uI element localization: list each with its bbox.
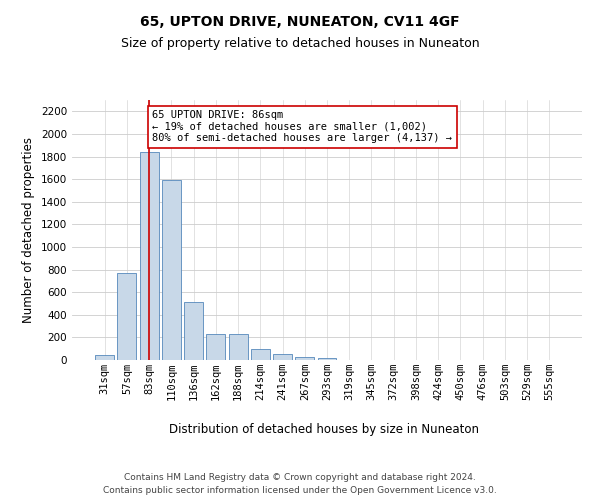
- Text: Contains public sector information licensed under the Open Government Licence v3: Contains public sector information licen…: [103, 486, 497, 495]
- Bar: [140, 152, 158, 360]
- Text: 65, UPTON DRIVE, NUNEATON, CV11 4GF: 65, UPTON DRIVE, NUNEATON, CV11 4GF: [140, 15, 460, 29]
- Bar: [317, 358, 337, 360]
- Bar: [95, 356, 114, 360]
- Text: Distribution of detached houses by size in Nuneaton: Distribution of detached houses by size …: [169, 422, 479, 436]
- Bar: [184, 302, 203, 360]
- Y-axis label: Number of detached properties: Number of detached properties: [22, 137, 35, 323]
- Bar: [251, 348, 270, 360]
- Text: 65 UPTON DRIVE: 86sqm
← 19% of detached houses are smaller (1,002)
80% of semi-d: 65 UPTON DRIVE: 86sqm ← 19% of detached …: [152, 110, 452, 144]
- Text: Size of property relative to detached houses in Nuneaton: Size of property relative to detached ho…: [121, 38, 479, 51]
- Bar: [229, 334, 248, 360]
- Text: Contains HM Land Registry data © Crown copyright and database right 2024.: Contains HM Land Registry data © Crown c…: [124, 472, 476, 482]
- Bar: [162, 180, 181, 360]
- Bar: [295, 356, 314, 360]
- Bar: [118, 273, 136, 360]
- Bar: [273, 354, 292, 360]
- Bar: [206, 334, 225, 360]
